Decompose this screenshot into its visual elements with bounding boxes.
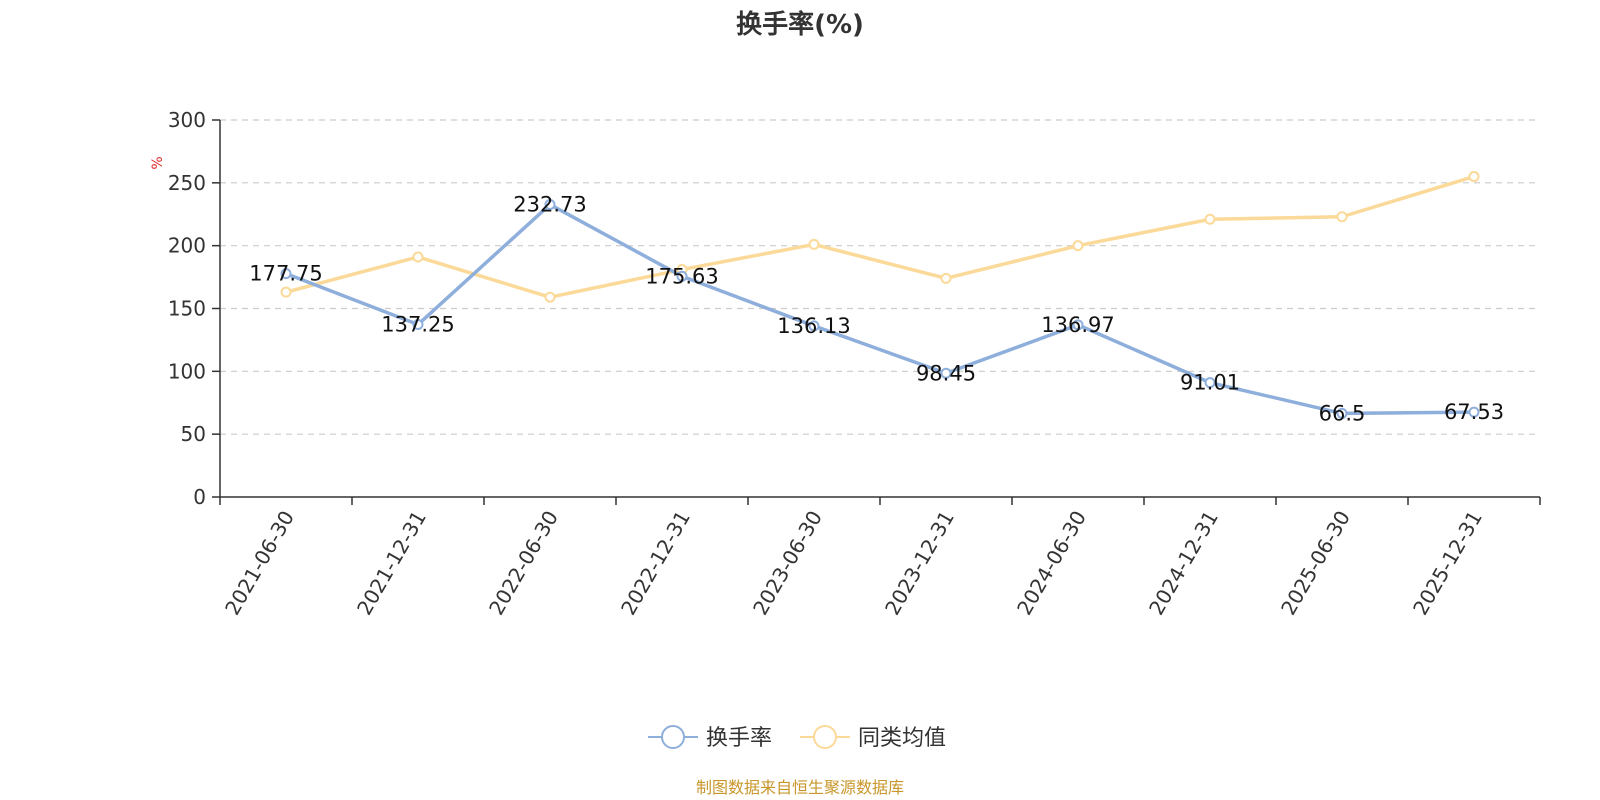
data-point: [1468, 171, 1480, 183]
x-tick-label: 2024-06-30: [1012, 507, 1091, 620]
data-point: [280, 268, 292, 280]
data-label: 137.25: [381, 313, 454, 337]
data-point: [1336, 407, 1348, 419]
legend-item-label[interactable]: 同类均值: [858, 726, 946, 751]
data-point: [1204, 213, 1216, 225]
x-tick-label: 2021-12-31: [352, 507, 431, 620]
legend-marker: [661, 725, 685, 749]
data-label: 232.73: [513, 193, 586, 217]
y-tick-label: 50: [181, 422, 206, 446]
series-layer: [280, 171, 1480, 419]
x-tick-label: 2023-12-31: [880, 507, 959, 620]
data-point: [280, 286, 292, 298]
data-label: 98.45: [916, 361, 976, 385]
data-point: [544, 291, 556, 303]
y-tick-label: 250: [168, 171, 206, 195]
x-tick-label: 2023-06-30: [748, 507, 827, 620]
data-label: 67.53: [1444, 400, 1504, 424]
data-point: [940, 272, 952, 284]
y-tick-label: 300: [168, 108, 206, 132]
data-label: 91.01: [1180, 371, 1240, 395]
data-point: [412, 251, 424, 263]
data-point: [412, 319, 424, 331]
x-tick-label: 2025-06-30: [1276, 507, 1355, 620]
axes: 0 50 100 150 200 250 300 2021-06-30 2021-12-31 20…: [168, 108, 1541, 620]
data-point: [1468, 406, 1480, 418]
data-source-note: 制图数据来自恒生聚源数据库: [696, 778, 904, 797]
data-label: 136.97: [1041, 313, 1114, 337]
data-point: [808, 238, 820, 250]
y-axis-label: %: [150, 156, 166, 169]
data-label: 177.75: [249, 262, 322, 286]
y-tick-label: 200: [168, 234, 206, 258]
data-point: [808, 320, 820, 332]
chart-title: 换手率(%): [736, 9, 864, 40]
data-point: [1072, 240, 1084, 252]
x-tick-label: 2025-12-31: [1408, 507, 1487, 620]
data-point: [1336, 211, 1348, 223]
legend-item-label[interactable]: 换手率: [706, 726, 772, 751]
data-point: [940, 367, 952, 379]
data-label: 136.13: [777, 314, 850, 338]
legend-marker: [813, 725, 837, 749]
y-tick-label: 100: [168, 359, 206, 383]
legend: 换手率 同类均值: [648, 725, 946, 751]
data-point: [544, 199, 556, 211]
y-tick-label: 0: [193, 485, 206, 509]
data-point: [1072, 319, 1084, 331]
data-label: 175.63: [645, 264, 718, 288]
x-tick-label: 2021-06-30: [220, 507, 299, 620]
grid-lines: [220, 119, 1540, 435]
data-point: [676, 270, 688, 282]
x-tick-label: 2022-06-30: [484, 507, 563, 620]
x-tick-label: 2022-12-31: [616, 507, 695, 620]
data-labels: 177.75 137.25 232.73 175.63 136.13 98.45 136.9…: [249, 193, 1504, 426]
data-label: 66.5: [1319, 401, 1366, 425]
series-line-turnover: [285, 202, 1475, 416]
data-point: [1204, 377, 1216, 389]
y-tick-label: 150: [168, 297, 206, 321]
series-line-peer-average: [285, 174, 1475, 299]
x-tick-label: 2024-12-31: [1144, 507, 1223, 620]
